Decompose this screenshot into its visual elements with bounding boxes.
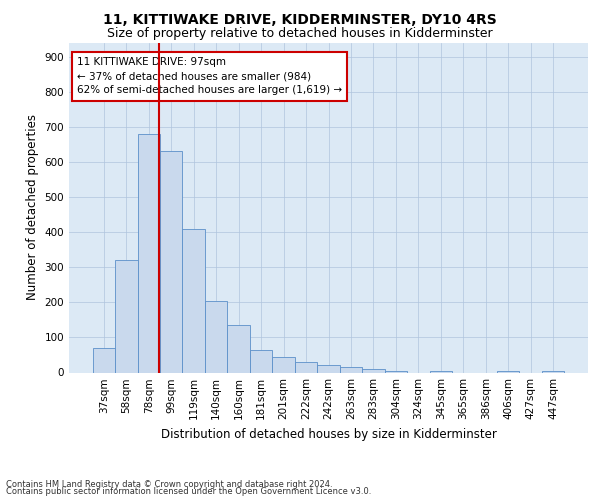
Bar xyxy=(542,370,565,372)
Text: 11, KITTIWAKE DRIVE, KIDDERMINSTER, DY10 4RS: 11, KITTIWAKE DRIVE, KIDDERMINSTER, DY10… xyxy=(103,12,497,26)
Bar xyxy=(430,370,452,372)
Bar xyxy=(115,260,137,372)
Bar xyxy=(160,152,182,372)
Bar xyxy=(295,362,317,372)
Bar xyxy=(250,350,272,372)
Bar xyxy=(227,325,250,372)
Bar xyxy=(205,300,227,372)
Bar xyxy=(92,348,115,372)
X-axis label: Distribution of detached houses by size in Kidderminster: Distribution of detached houses by size … xyxy=(161,428,496,441)
Bar xyxy=(340,367,362,372)
Bar xyxy=(385,370,407,372)
Bar xyxy=(137,134,160,372)
Bar xyxy=(362,369,385,372)
Text: 11 KITTIWAKE DRIVE: 97sqm
← 37% of detached houses are smaller (984)
62% of semi: 11 KITTIWAKE DRIVE: 97sqm ← 37% of detac… xyxy=(77,58,342,96)
Text: Size of property relative to detached houses in Kidderminster: Size of property relative to detached ho… xyxy=(107,28,493,40)
Bar xyxy=(317,366,340,372)
Text: Contains HM Land Registry data © Crown copyright and database right 2024.: Contains HM Land Registry data © Crown c… xyxy=(6,480,332,489)
Bar xyxy=(272,356,295,372)
Bar xyxy=(182,228,205,372)
Bar xyxy=(497,370,520,372)
Text: Contains public sector information licensed under the Open Government Licence v3: Contains public sector information licen… xyxy=(6,487,371,496)
Y-axis label: Number of detached properties: Number of detached properties xyxy=(26,114,39,300)
